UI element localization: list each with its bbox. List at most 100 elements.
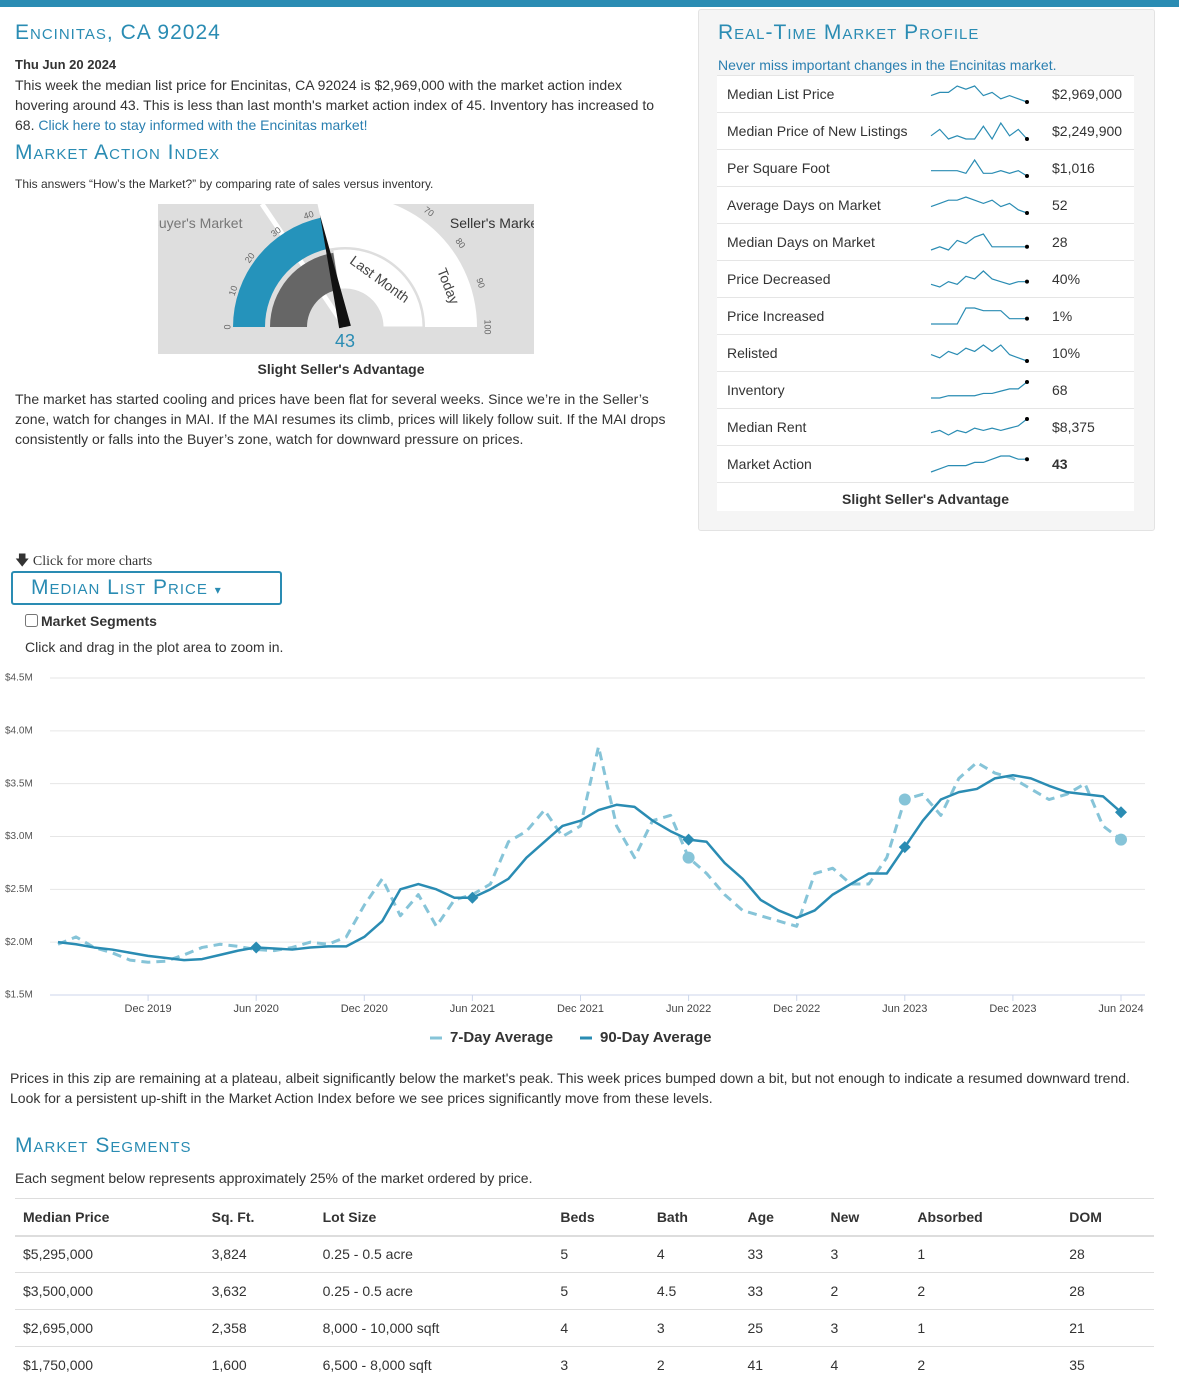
legend-label: 90-Day Average	[600, 1029, 711, 1046]
profile-row: Average Days on Market 52	[717, 186, 1134, 223]
sparkline-line	[931, 381, 1028, 399]
table-cell: 3,824	[211, 1246, 247, 1263]
table-row: $3,500,000 3,632 0.25 - 0.5 acre 5 4.5 33 2 2 28	[15, 1272, 1154, 1310]
segments-checkbox-label: Market Segments	[41, 613, 157, 629]
table-cell: 4	[560, 1320, 569, 1336]
sparkline-line	[931, 158, 1028, 177]
series-marker	[1115, 833, 1127, 846]
profile-row: Price Decreased 40%	[717, 260, 1134, 297]
table-cell: $1,750,000	[23, 1357, 94, 1374]
series-marker	[682, 851, 695, 864]
table-header: Bath	[656, 1208, 688, 1225]
table-cell: 5	[560, 1246, 569, 1263]
y-tick-label: $4.0M	[5, 725, 33, 736]
table-cell: 2	[917, 1357, 926, 1374]
profile-value: $1,016	[1052, 160, 1095, 176]
last-month-arc	[270, 252, 340, 327]
profile-value: 68	[1052, 382, 1068, 398]
segments-toggle[interactable]: Market Segments	[25, 613, 157, 629]
table-cell: 35	[1069, 1357, 1085, 1374]
profile-row: Price Increased 1%	[717, 297, 1134, 334]
segments-description: Each segment below represents approximat…	[15, 1170, 533, 1186]
table-row: $5,295,000 3,824 0.25 - 0.5 acre 5 4 33 3 1 28	[15, 1235, 1154, 1273]
profile-value: 1%	[1052, 308, 1073, 324]
chart: $1.5M $2.0M $2.5M $3.0M $3.5M $4.0M $4.5M Dec 2…	[5, 673, 1145, 1046]
y-tick-label: $4.5M	[5, 673, 33, 684]
sparkline-line	[930, 85, 1028, 103]
x-tick-label: Jun 2024	[1098, 1003, 1143, 1015]
profile-row: Inventory 68	[717, 371, 1134, 408]
profile-row: Market Action 43	[717, 445, 1134, 482]
segments-checkbox[interactable]	[25, 614, 38, 627]
table-header: Beds	[560, 1208, 595, 1225]
table-cell: 3	[830, 1320, 839, 1336]
table-cell: 2	[917, 1283, 926, 1299]
intro: This week the median list price for Enci…	[15, 75, 675, 135]
profile-value: $8,375	[1052, 419, 1095, 435]
sparkline-dot	[1025, 316, 1029, 321]
gauge-tick: 80	[453, 236, 467, 250]
sellers-label: Seller's Market	[450, 215, 534, 231]
needle	[319, 214, 351, 329]
profile-row: Median Days on Market 28	[717, 223, 1134, 260]
mai-description: This answers “How’s the Market?” by comp…	[15, 177, 434, 191]
series-line	[57, 773, 1122, 962]
table-row: $2,695,000 2,358 8,000 - 10,000 sqft 4 3 25 3 1…	[15, 1309, 1154, 1347]
profile-value: 43	[1052, 456, 1068, 472]
table-cell: 1	[917, 1246, 926, 1263]
top-bar	[0, 0, 1179, 7]
sparkline-dot	[1025, 279, 1029, 284]
profile-row: Median Rent $8,375	[717, 408, 1134, 445]
table-header: Age	[747, 1208, 774, 1225]
table-cell: 2,358	[211, 1320, 247, 1336]
profile-label: Market Action	[727, 456, 812, 472]
gauge-tick: 70	[422, 205, 436, 219]
table-header-row: Median Price Sq. Ft. Lot Size Beds Bath Age Ne…	[15, 1198, 1154, 1236]
sparkline	[930, 344, 1029, 363]
profile-subtitle[interactable]: Never miss important changes in the Enci…	[718, 57, 1057, 73]
table-header: Lot Size	[322, 1208, 377, 1225]
gauge: Buyer's Market Seller's Market Last Mont…	[158, 204, 534, 354]
table-cell: 0.25 - 0.5 acre	[322, 1283, 413, 1299]
more-charts[interactable]: 🡇 Click for more charts	[15, 554, 153, 569]
profile-row: Per Square Foot $1,016	[717, 149, 1134, 186]
profile-row: Median List Price $2,969,000	[717, 75, 1134, 112]
table-cell: 2	[656, 1357, 665, 1374]
sparkline-dot	[1025, 417, 1029, 421]
sparkline-line	[930, 344, 1028, 362]
series-marker	[898, 841, 911, 854]
gauge-value: 43	[335, 331, 355, 351]
chart-note: Prices in this zip are remaining at a pl…	[10, 1070, 1130, 1106]
profile-value: 40%	[1052, 271, 1081, 287]
more-charts-text: Click for more charts	[32, 554, 153, 569]
table-header: Median Price	[23, 1208, 110, 1225]
sparkline	[931, 380, 1029, 399]
today-track	[317, 204, 477, 327]
sparkline	[931, 158, 1029, 178]
subscribe-link[interactable]: Click here to stay informed with the Enc…	[38, 117, 368, 133]
x-tick-label: Jun 2020	[234, 1003, 279, 1015]
sparkline-dot	[1025, 137, 1029, 141]
gauge-tick: 0	[222, 324, 232, 329]
table-cell: 4	[830, 1357, 839, 1374]
series-marker	[250, 941, 263, 954]
profile-label: Price Decreased	[727, 271, 831, 287]
chart-selector-text: Median List Price	[31, 576, 208, 599]
y-tick-label: $3.0M	[5, 831, 33, 842]
x-tick-label: Dec 2020	[341, 1003, 388, 1015]
profile-value: 10%	[1052, 345, 1081, 361]
series-line	[57, 745, 1122, 964]
table-header: DOM	[1069, 1208, 1102, 1225]
table-cell: 33	[747, 1246, 764, 1263]
chart-selector[interactable]: Median List Price ▾	[11, 571, 282, 605]
profile-label: Median Rent	[727, 419, 807, 435]
profile-label: Median Price of New Listings	[727, 123, 908, 139]
table-cell: $3,500,000	[23, 1283, 94, 1299]
profile-label: Relisted	[727, 345, 778, 361]
sparkline-dot	[1025, 100, 1029, 104]
x-tick-label: Jun 2022	[666, 1003, 711, 1015]
last-month-track	[332, 248, 424, 328]
profile-title: Real-Time Market Profile	[718, 21, 980, 44]
table-cell: $2,695,000	[23, 1320, 94, 1336]
mai-verdict: Slight Seller's Advantage	[257, 361, 425, 377]
